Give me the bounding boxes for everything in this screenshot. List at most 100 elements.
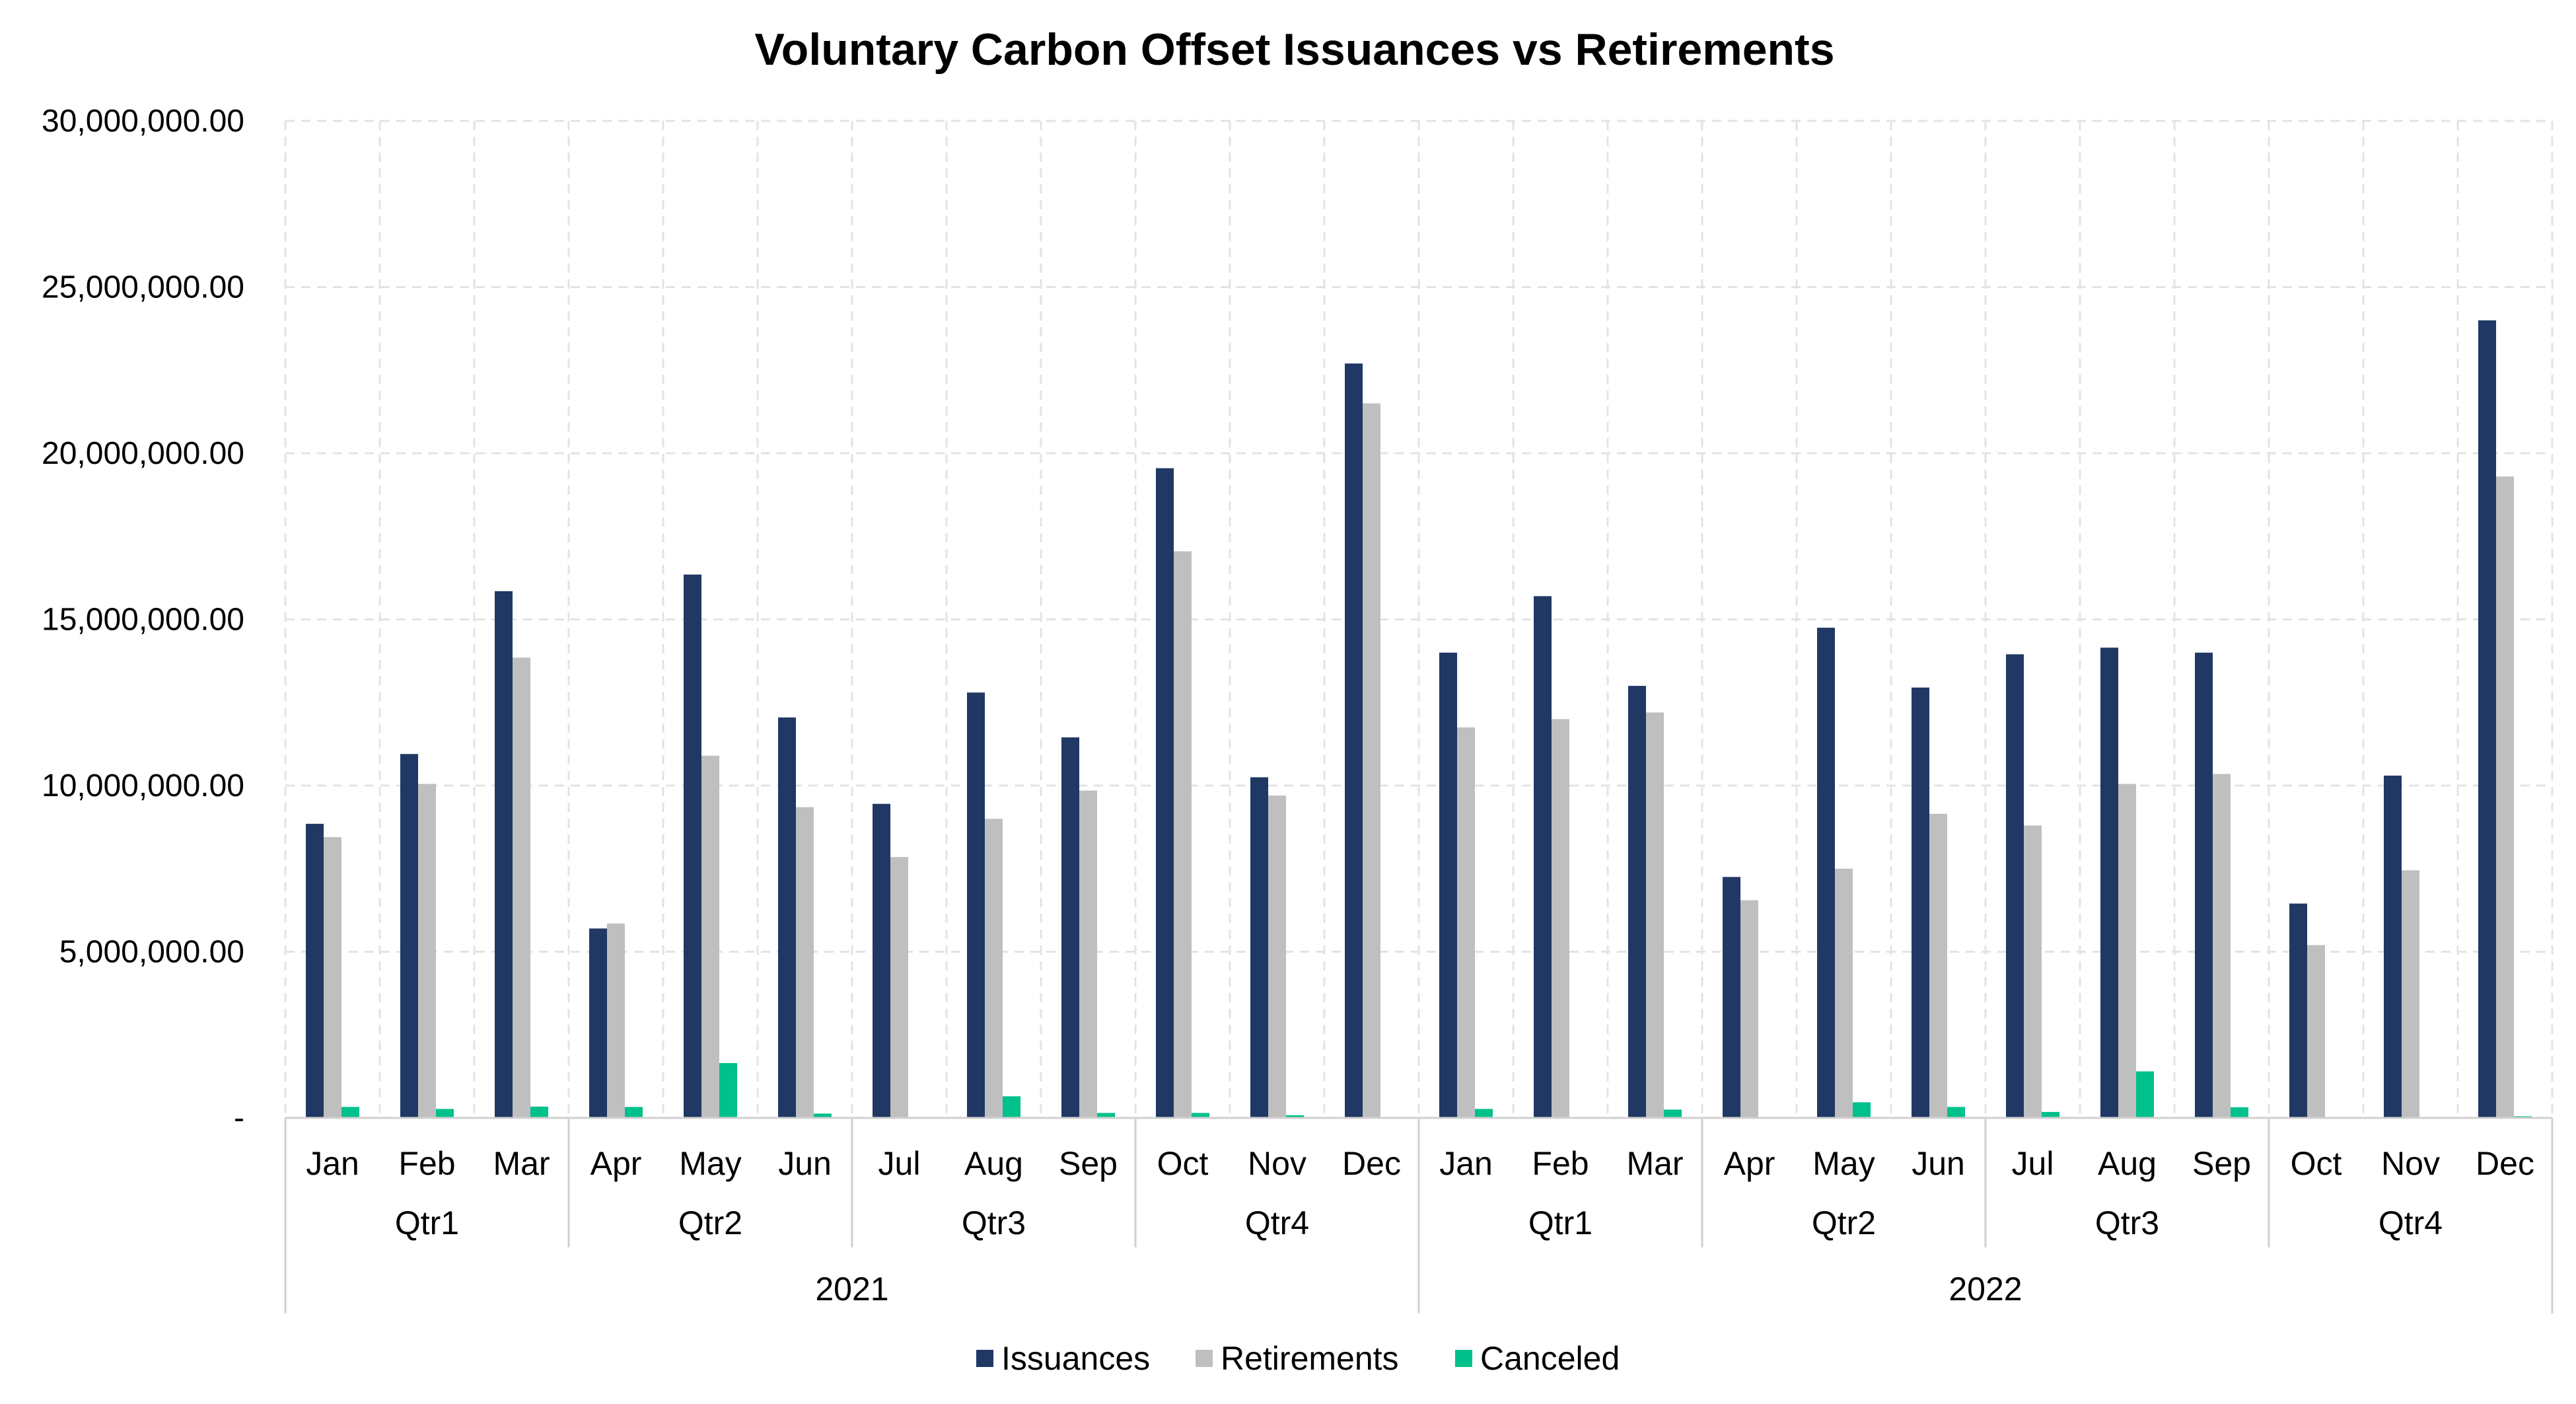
bar-issuances-18 (2006, 654, 2024, 1118)
month-label: Apr (590, 1145, 642, 1182)
month-label: May (1812, 1145, 1875, 1182)
month-label: Jan (1439, 1145, 1493, 1182)
month-label: Sep (1059, 1145, 1118, 1182)
bar-issuances-8 (1061, 737, 1079, 1118)
quarter-label: Qtr4 (2379, 1204, 2443, 1241)
bar-retirements-9 (1174, 551, 1192, 1118)
y-tick-label: 5,000,000.00 (59, 935, 244, 970)
month-label: Apr (1724, 1145, 1775, 1182)
bar-retirements-23 (2496, 476, 2514, 1118)
month-label: Dec (2476, 1145, 2534, 1182)
bar-retirements-11 (1363, 403, 1380, 1118)
bar-issuances-15 (1723, 877, 1740, 1118)
year-label: 2022 (1949, 1271, 2022, 1308)
bar-issuances-12 (1439, 652, 1457, 1118)
bar-issuances-16 (1817, 628, 1835, 1118)
bar-retirements-19 (2118, 784, 2136, 1118)
legend-label-retirements: Retirements (1221, 1340, 1399, 1377)
bar-issuances-5 (778, 717, 796, 1118)
bar-canceled-3 (625, 1107, 643, 1118)
quarter-label: Qtr4 (1245, 1204, 1309, 1241)
bar-issuances-1 (400, 754, 418, 1118)
bar-canceled-18 (2042, 1111, 2059, 1118)
bar-retirements-4 (701, 755, 719, 1118)
bar-retirements-21 (2307, 945, 2325, 1118)
bar-issuances-11 (1345, 363, 1363, 1119)
bar-issuances-14 (1628, 686, 1646, 1118)
quarter-label: Qtr2 (1812, 1204, 1876, 1241)
bar-canceled-17 (1947, 1107, 1965, 1118)
bar-retirements-2 (513, 657, 530, 1118)
bar-canceled-8 (1097, 1113, 1115, 1118)
month-label: Aug (964, 1145, 1023, 1182)
bar-retirements-20 (2213, 774, 2231, 1118)
bar-canceled-12 (1475, 1109, 1493, 1118)
bar-canceled-10 (1286, 1115, 1304, 1118)
bar-issuances-0 (306, 823, 324, 1118)
bar-canceled-20 (2231, 1107, 2248, 1118)
bar-canceled-16 (1853, 1102, 1871, 1118)
quarter-label: Qtr3 (962, 1204, 1026, 1241)
bar-canceled-4 (719, 1063, 737, 1118)
bar-retirements-18 (2024, 825, 2042, 1118)
bar-retirements-10 (1268, 795, 1286, 1118)
quarter-label: Qtr3 (2095, 1204, 2159, 1241)
month-label: Oct (1157, 1145, 1209, 1182)
legend-label-canceled: Canceled (1480, 1340, 1620, 1377)
bar-issuances-23 (2478, 320, 2496, 1118)
month-label: Mar (493, 1145, 550, 1182)
bar-retirements-12 (1457, 727, 1475, 1118)
legend-label-issuances: Issuances (1001, 1340, 1150, 1377)
bar-issuances-4 (684, 574, 701, 1118)
bar-issuances-21 (2289, 903, 2307, 1118)
bar-retirements-7 (985, 819, 1003, 1118)
month-label: Dec (1342, 1145, 1401, 1182)
bar-issuances-3 (589, 928, 607, 1118)
bar-canceled-5 (814, 1113, 832, 1118)
bar-canceled-19 (2136, 1071, 2154, 1118)
y-tick-label: 30,000,000.00 (42, 104, 244, 139)
legend-swatch-issuances (976, 1350, 993, 1367)
bar-retirements-8 (1079, 790, 1097, 1118)
month-label: Mar (1626, 1145, 1683, 1182)
bar-canceled-0 (341, 1107, 359, 1118)
y-tick-label: 25,000,000.00 (42, 270, 244, 305)
bar-retirements-0 (324, 836, 341, 1118)
legend-swatch-canceled (1455, 1350, 1472, 1367)
month-label: Nov (1248, 1145, 1306, 1182)
bar-retirements-6 (890, 857, 908, 1118)
bar-retirements-5 (796, 807, 814, 1118)
bar-issuances-20 (2195, 652, 2213, 1118)
year-label: 2021 (815, 1271, 888, 1308)
bar-canceled-7 (1003, 1096, 1020, 1118)
bar-retirements-15 (1740, 900, 1758, 1118)
y-tick-label: 15,000,000.00 (42, 603, 244, 638)
month-label: Feb (398, 1145, 455, 1182)
month-label: Jun (778, 1145, 832, 1182)
month-label: Nov (2381, 1145, 2440, 1182)
quarter-label: Qtr1 (1528, 1204, 1592, 1241)
month-label: Jan (306, 1145, 359, 1182)
bar-issuances-6 (873, 803, 890, 1118)
bar-retirements-1 (418, 784, 436, 1118)
y-axis-ticks: - 5,000,000.00 10,000,000.00 15,000,000.00 2… (42, 104, 244, 1136)
y-tick-label: 10,000,000.00 (42, 768, 244, 803)
bar-issuances-9 (1156, 468, 1174, 1118)
month-label: Sep (2192, 1145, 2251, 1182)
bar-retirements-17 (1929, 813, 1947, 1118)
month-label: Jul (2012, 1145, 2054, 1182)
month-label: Feb (1532, 1145, 1589, 1182)
bars (306, 320, 2532, 1119)
bar-retirements-3 (607, 923, 625, 1118)
bar-issuances-22 (2384, 775, 2402, 1118)
bar-issuances-17 (1912, 687, 1929, 1118)
bar-canceled-9 (1192, 1113, 1209, 1118)
y-tick-label: - (234, 1101, 244, 1136)
month-label: Aug (2098, 1145, 2157, 1182)
bar-issuances-19 (2100, 647, 2118, 1118)
y-tick-label: 20,000,000.00 (42, 436, 244, 471)
month-label: Jul (878, 1145, 921, 1182)
bar-retirements-14 (1646, 712, 1664, 1118)
